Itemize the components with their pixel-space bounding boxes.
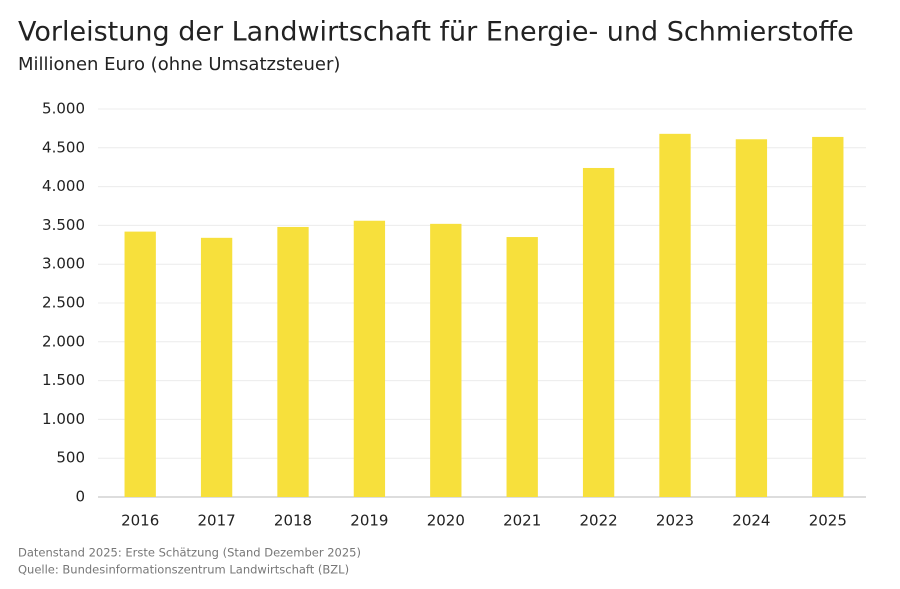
x-tick-label: 2016 <box>121 512 159 530</box>
x-tick-label: 2020 <box>427 512 465 530</box>
bar <box>277 226 309 497</box>
bar <box>353 220 386 497</box>
bar <box>735 139 768 497</box>
bar <box>506 237 538 498</box>
y-tick-label: 4.500 <box>42 138 85 156</box>
x-tick-label: 2024 <box>732 512 770 530</box>
bar <box>582 167 615 497</box>
x-tick-label: 2017 <box>198 512 236 530</box>
note: Quelle: Bundesinformationszentrum Landwi… <box>18 563 349 577</box>
bar <box>659 133 691 497</box>
x-tick-label: 2018 <box>274 512 312 530</box>
note: Datenstand 2025: Erste Schätzung (Stand … <box>18 546 361 560</box>
y-tick-label: 5.000 <box>42 100 85 118</box>
y-tick-label: 3.500 <box>42 216 85 234</box>
y-tick-label: 0 <box>75 488 85 506</box>
y-tick-label: 3.000 <box>42 255 85 273</box>
y-tick-label: 4.000 <box>42 177 85 195</box>
y-tick-label: 2.500 <box>42 294 85 312</box>
bar <box>124 231 156 497</box>
y-tick-label: 1.000 <box>42 410 85 428</box>
y-tick-label: 500 <box>56 449 85 467</box>
x-tick-label: 2022 <box>580 512 618 530</box>
x-tick-label: 2019 <box>350 512 388 530</box>
y-tick-label: 2.000 <box>42 332 85 350</box>
y-tick-label: 1.500 <box>42 371 85 389</box>
chart-subtitle: Millionen Euro (ohne Umsatzsteuer) <box>18 54 340 75</box>
chart-title: Vorleistung der Landwirtschaft für Energ… <box>18 17 854 48</box>
bar <box>200 237 233 498</box>
bar <box>812 136 844 497</box>
x-tick-label: 2023 <box>656 512 694 530</box>
x-tick-label: 2021 <box>503 512 541 530</box>
x-tick-label: 2025 <box>809 512 847 530</box>
bar <box>430 223 462 497</box>
